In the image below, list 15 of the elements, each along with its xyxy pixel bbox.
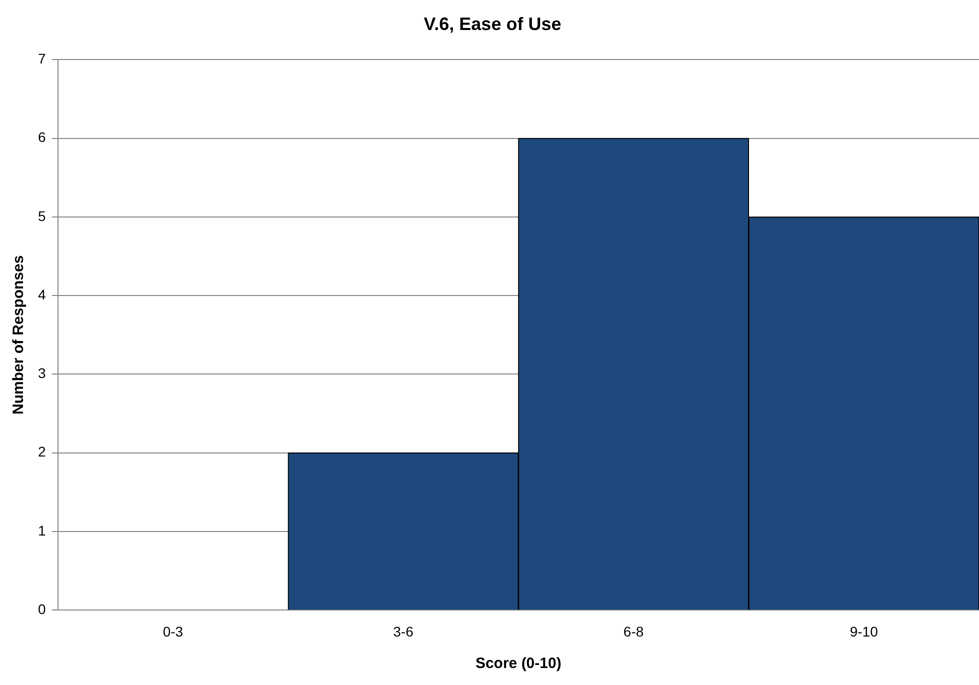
y-tick-label: 7	[38, 50, 46, 66]
x-axis-title: Score (0-10)	[475, 655, 562, 672]
y-tick-label: 6	[38, 129, 46, 146]
y-tick-label: 5	[38, 208, 46, 224]
chart-title: V.6, Ease of Use	[424, 14, 562, 34]
y-tick-label: 0	[38, 601, 46, 618]
x-tick-label: 3-6	[393, 623, 414, 640]
y-tick-label: 1	[38, 522, 46, 538]
x-tick-label: 0-3	[162, 623, 184, 640]
y-tick-label: 4	[38, 286, 46, 302]
y-axis-title: Number of Responses	[10, 255, 28, 414]
y-tick-label: 2	[38, 444, 46, 460]
y-tick-label: 3	[38, 365, 46, 382]
x-tick-label: 9-10	[850, 623, 878, 640]
x-tick-label: 6-8	[623, 623, 644, 640]
